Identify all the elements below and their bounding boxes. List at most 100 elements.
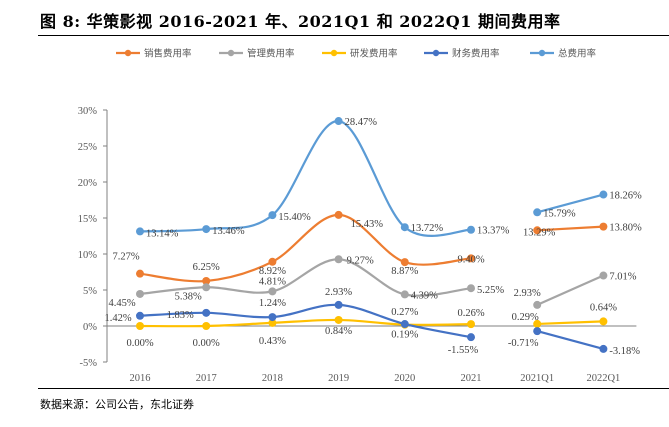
data-label: 1.24%	[259, 298, 286, 309]
data-label: 0.27%	[391, 307, 418, 318]
y-tick-label: 25%	[78, 142, 98, 153]
data-point	[202, 322, 211, 330]
axes: -5% 0% 5% 10% 15% 20% 25% 30% 2016 2017 2018 2019 20…	[78, 106, 637, 384]
data-point	[533, 319, 542, 328]
data-label: -3.18%	[609, 346, 640, 357]
data-point	[400, 258, 409, 267]
data-point	[400, 320, 409, 329]
series-0	[136, 210, 608, 285]
series-group	[136, 117, 608, 353]
y-tick-label: 10%	[78, 250, 98, 261]
data-point	[599, 222, 608, 231]
data-point	[599, 344, 608, 353]
data-label: 9.27%	[347, 255, 374, 266]
data-label: 13.80%	[609, 223, 642, 234]
data-label: -1.55%	[448, 345, 479, 356]
figure-title: 图 8: 华策影视 2016-2021 年、2021Q1 和 2022Q1 期间…	[40, 12, 561, 31]
data-point	[400, 223, 409, 232]
data-label: 15.43%	[351, 219, 384, 230]
data-label: 15.79%	[543, 208, 576, 219]
data-label: 0.26%	[457, 308, 484, 319]
data-point	[268, 318, 277, 327]
legend-item: 管理费用率	[219, 48, 295, 60]
data-point	[400, 290, 409, 299]
data-point	[334, 255, 343, 264]
data-point	[533, 300, 542, 309]
data-label: 4.81%	[259, 276, 286, 287]
data-label: 13.46%	[212, 226, 245, 237]
data-point	[136, 322, 144, 330]
data-point	[268, 257, 277, 266]
data-label: 13.14%	[146, 228, 179, 239]
legend-swatch-marker	[124, 49, 132, 57]
data-point	[136, 311, 144, 320]
x-tick-label: 2019	[328, 373, 349, 384]
legend-label: 研发费用率	[350, 48, 398, 60]
data-point	[202, 308, 211, 317]
series-4	[136, 117, 608, 237]
legend-swatch-marker	[330, 49, 338, 57]
data-point	[334, 210, 343, 219]
y-tick-label: 15%	[78, 214, 98, 225]
x-tick-label: 2017	[196, 373, 217, 384]
data-label: 9.40%	[457, 254, 484, 265]
data-label: 18.26%	[609, 191, 642, 202]
data-label: 7.01%	[609, 272, 636, 283]
data-label: 0.19%	[391, 330, 418, 341]
data-point	[202, 225, 211, 234]
data-point	[467, 284, 475, 293]
data-point	[533, 208, 542, 217]
data-label: 2.93%	[514, 288, 541, 299]
legend: 销售费用率 管理费用率 研发费用率 财务费用率 总费用率	[116, 48, 597, 60]
y-tick-label: 0%	[83, 322, 97, 333]
top-rule	[38, 35, 669, 36]
legend-swatch-marker	[227, 49, 235, 57]
legend-label: 财务费用率	[452, 48, 500, 60]
data-label: 1.42%	[104, 313, 131, 324]
data-label: -0.71%	[508, 338, 539, 349]
x-tick-label: 2021Q1	[520, 373, 554, 384]
bottom-rule	[38, 388, 669, 389]
data-label: 28.47%	[345, 117, 378, 128]
data-point	[268, 211, 277, 220]
data-label: 0.43%	[259, 336, 286, 347]
data-label: 0.00%	[126, 338, 153, 349]
data-label: 15.40%	[278, 212, 311, 223]
series-line	[537, 225, 604, 232]
data-point	[136, 289, 144, 298]
data-point	[136, 227, 144, 236]
y-tick-label: 20%	[78, 178, 98, 189]
data-label: 13.37%	[477, 226, 510, 237]
data-labels: 7.27% 6.25% 8.92% 15.43% 8.87% 9.40% 13.29% 13.…	[104, 117, 642, 357]
series-line	[536, 193, 604, 214]
data-point	[467, 333, 475, 342]
data-label: 13.29%	[523, 227, 556, 238]
x-tick-label: 2022Q1	[586, 373, 620, 384]
data-point	[268, 313, 277, 322]
data-point	[599, 190, 608, 199]
data-point	[334, 300, 343, 309]
data-label: 5.25%	[477, 285, 504, 296]
series-line	[537, 320, 604, 326]
series-line	[536, 274, 604, 306]
data-label: 0.84%	[325, 326, 352, 337]
legend-item: 总费用率	[530, 48, 597, 60]
series-1	[136, 255, 608, 309]
series-line	[536, 330, 604, 350]
data-point	[334, 315, 343, 324]
legend-swatch-marker	[538, 49, 546, 57]
data-point	[136, 269, 144, 278]
data-label: 13.72%	[411, 223, 444, 234]
y-tick-label: -5%	[80, 358, 98, 369]
data-label: 7.27%	[112, 252, 139, 263]
data-point	[533, 327, 542, 336]
x-tick-label: 2020	[394, 373, 415, 384]
data-label: 2.93%	[325, 287, 352, 298]
data-point	[467, 254, 475, 263]
series-3	[136, 300, 608, 353]
data-label: 0.64%	[590, 302, 617, 313]
data-label: 0.00%	[193, 338, 220, 349]
data-label: 5.38%	[175, 291, 202, 302]
data-point	[202, 277, 211, 285]
